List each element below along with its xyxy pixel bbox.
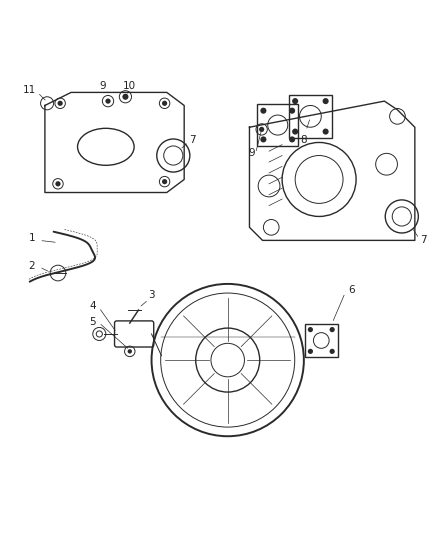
Text: 8: 8 bbox=[300, 135, 307, 146]
Circle shape bbox=[322, 98, 328, 104]
Circle shape bbox=[260, 108, 266, 114]
Text: 3: 3 bbox=[148, 290, 155, 300]
Circle shape bbox=[259, 127, 264, 132]
Text: 6: 6 bbox=[349, 286, 355, 295]
Circle shape bbox=[55, 181, 60, 187]
Text: 2: 2 bbox=[28, 261, 35, 271]
Circle shape bbox=[162, 101, 167, 106]
Circle shape bbox=[106, 99, 111, 104]
Circle shape bbox=[57, 101, 63, 106]
Text: 10: 10 bbox=[123, 81, 136, 91]
Text: 9: 9 bbox=[99, 81, 106, 91]
Bar bbox=[289, 94, 332, 138]
Text: 7: 7 bbox=[420, 236, 427, 245]
Circle shape bbox=[308, 327, 313, 332]
Circle shape bbox=[329, 349, 335, 354]
Circle shape bbox=[329, 327, 335, 332]
Text: 1: 1 bbox=[28, 233, 35, 243]
Circle shape bbox=[122, 94, 128, 100]
Circle shape bbox=[289, 108, 295, 114]
Text: 7: 7 bbox=[190, 135, 196, 146]
Circle shape bbox=[260, 136, 266, 142]
Text: 5: 5 bbox=[89, 317, 96, 327]
Text: 4: 4 bbox=[89, 301, 96, 311]
Bar bbox=[305, 324, 338, 357]
Circle shape bbox=[127, 349, 132, 353]
Circle shape bbox=[162, 179, 167, 184]
Circle shape bbox=[289, 136, 295, 142]
Text: 9: 9 bbox=[248, 148, 255, 158]
Text: 11: 11 bbox=[23, 85, 36, 95]
Circle shape bbox=[322, 128, 328, 135]
Circle shape bbox=[308, 349, 313, 354]
Circle shape bbox=[292, 128, 298, 135]
Circle shape bbox=[292, 98, 298, 104]
